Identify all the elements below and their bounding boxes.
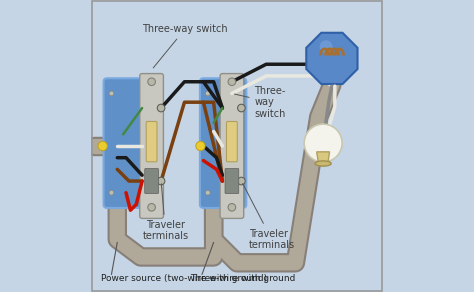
FancyBboxPatch shape	[220, 74, 244, 218]
FancyBboxPatch shape	[227, 121, 237, 162]
Circle shape	[196, 141, 205, 151]
FancyBboxPatch shape	[140, 74, 164, 218]
Polygon shape	[317, 152, 329, 164]
Circle shape	[304, 124, 342, 162]
FancyBboxPatch shape	[146, 121, 157, 162]
Circle shape	[205, 190, 210, 195]
Circle shape	[319, 40, 332, 53]
FancyBboxPatch shape	[103, 78, 150, 208]
Circle shape	[205, 91, 210, 96]
Text: Traveler
terminals: Traveler terminals	[142, 184, 189, 241]
Circle shape	[237, 177, 245, 185]
FancyBboxPatch shape	[145, 168, 158, 194]
FancyBboxPatch shape	[225, 168, 239, 194]
Circle shape	[140, 190, 145, 195]
Text: Traveler
terminals: Traveler terminals	[243, 183, 295, 250]
Circle shape	[236, 190, 241, 195]
Circle shape	[237, 104, 245, 112]
Circle shape	[157, 177, 165, 185]
Circle shape	[148, 204, 155, 211]
Circle shape	[228, 78, 236, 86]
Polygon shape	[306, 33, 357, 84]
Text: Three-wire with ground: Three-wire with ground	[190, 274, 296, 283]
Ellipse shape	[315, 161, 331, 166]
Circle shape	[109, 190, 114, 195]
Text: Three-way switch: Three-way switch	[142, 24, 228, 68]
FancyBboxPatch shape	[200, 78, 246, 208]
Text: Three-
way
switch: Three- way switch	[235, 86, 286, 119]
Text: Power source (two-wire with ground): Power source (two-wire with ground)	[101, 274, 267, 283]
Circle shape	[157, 104, 165, 112]
Circle shape	[236, 91, 241, 96]
Circle shape	[109, 91, 114, 96]
Circle shape	[98, 141, 107, 151]
Circle shape	[140, 91, 145, 96]
Circle shape	[148, 78, 155, 86]
Circle shape	[228, 204, 236, 211]
